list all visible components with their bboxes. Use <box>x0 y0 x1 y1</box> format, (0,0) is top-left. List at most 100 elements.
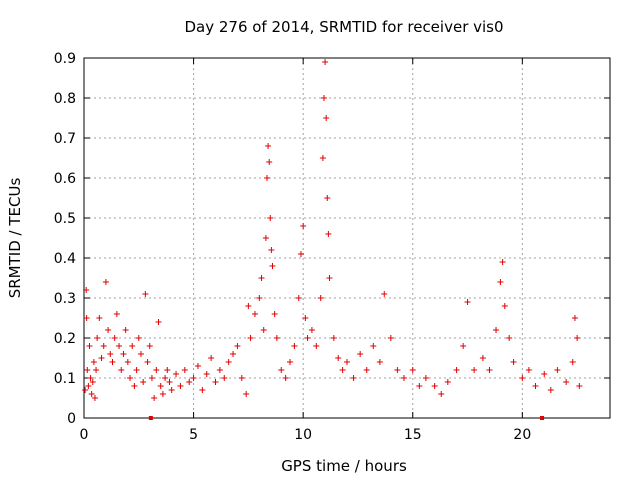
data-point <box>181 367 188 373</box>
data-point <box>243 391 250 397</box>
data-point <box>569 359 576 365</box>
data-point <box>370 343 377 349</box>
data-point <box>350 375 357 381</box>
data-point <box>317 295 324 301</box>
data-point <box>269 263 276 269</box>
y-tick-label: 0.1 <box>54 371 76 387</box>
data-point <box>409 367 416 373</box>
data-point <box>88 391 95 397</box>
data-point <box>109 359 116 365</box>
data-point <box>320 95 327 101</box>
data-point <box>133 367 140 373</box>
data-point <box>322 59 329 65</box>
data-point <box>83 315 90 321</box>
data-point <box>325 231 332 237</box>
y-axis: 0 0.1 0.2 0.3 0.4 0.5 0.6 0.7 0.8 0.9 <box>54 51 610 427</box>
data-point <box>313 343 320 349</box>
data-point <box>84 367 91 373</box>
data-point <box>571 315 578 321</box>
data-point <box>137 351 144 357</box>
data-point <box>422 375 429 381</box>
data-point <box>144 359 151 365</box>
x-tick-label: 0 <box>80 427 89 443</box>
data-point <box>444 379 451 385</box>
data-point <box>295 295 302 301</box>
data-point <box>102 279 109 285</box>
data-point <box>302 315 309 321</box>
data-point <box>541 371 548 377</box>
y-axis-label: SRMTID / TECUs <box>6 178 24 299</box>
data-point <box>278 367 285 373</box>
data-point <box>173 371 180 377</box>
y-tick-label: 0.9 <box>54 51 76 67</box>
data-point <box>89 379 96 385</box>
data-point <box>190 375 197 381</box>
data-point <box>304 335 311 341</box>
data-point <box>563 379 570 385</box>
data-point <box>238 375 245 381</box>
x-axis-label: GPS time / hours <box>281 457 407 475</box>
data-point <box>265 143 272 149</box>
data-point <box>271 311 278 317</box>
data-point <box>486 367 493 373</box>
data-point <box>323 115 330 121</box>
data-point <box>122 327 129 333</box>
y-tick-label: 0.6 <box>54 171 76 187</box>
zero-marker <box>540 416 545 420</box>
data-point <box>273 335 280 341</box>
data-point <box>151 395 158 401</box>
data-point <box>107 351 114 357</box>
y-tick-label: 0.7 <box>54 131 76 147</box>
data-point <box>387 335 394 341</box>
data-point <box>203 371 210 377</box>
data-point <box>300 223 307 229</box>
data-point <box>230 351 237 357</box>
x-axis: 0 5 10 15 20 <box>80 58 531 443</box>
data-point <box>574 335 581 341</box>
data-point <box>153 367 160 373</box>
data-points <box>82 59 583 401</box>
data-point <box>260 327 267 333</box>
data-point <box>111 335 118 341</box>
data-point <box>94 335 101 341</box>
data-point <box>98 355 105 361</box>
data-point <box>266 159 273 165</box>
data-point <box>166 379 173 385</box>
data-point <box>297 251 304 257</box>
data-point <box>394 367 401 373</box>
data-point <box>251 311 258 317</box>
data-point <box>532 383 539 389</box>
data-point <box>519 375 526 381</box>
data-point <box>212 379 219 385</box>
data-point <box>118 367 125 373</box>
data-point <box>460 343 467 349</box>
data-point <box>324 195 331 201</box>
data-point <box>510 359 517 365</box>
data-point <box>234 343 241 349</box>
data-point <box>208 355 215 361</box>
data-point <box>525 367 532 373</box>
data-point <box>91 395 98 401</box>
data-point <box>83 287 90 293</box>
data-point <box>199 387 206 393</box>
data-point <box>308 327 315 333</box>
zero-marker <box>148 416 153 420</box>
data-point <box>225 359 232 365</box>
data-point <box>105 327 112 333</box>
data-point <box>157 383 164 389</box>
data-point <box>287 359 294 365</box>
plot-frame <box>83 57 611 419</box>
data-point <box>162 375 169 381</box>
data-point <box>291 343 298 349</box>
data-point <box>113 311 120 317</box>
data-point <box>135 335 142 341</box>
data-point <box>148 375 155 381</box>
data-point <box>168 387 175 393</box>
data-point <box>471 367 478 373</box>
data-point <box>554 367 561 373</box>
data-point <box>267 215 274 221</box>
data-point <box>146 343 153 349</box>
data-point <box>194 363 201 369</box>
data-point <box>177 383 184 389</box>
